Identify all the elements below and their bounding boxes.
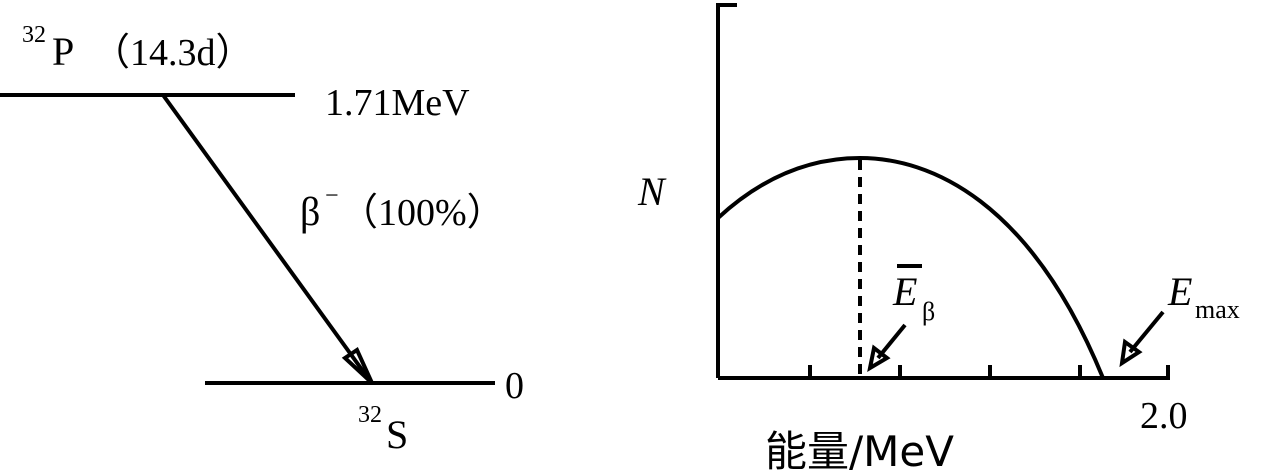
spectrum-curve xyxy=(716,155,1105,379)
y-label: N xyxy=(637,169,667,214)
daughter-mass-number: 32 xyxy=(358,402,382,428)
branching: （100%） xyxy=(340,192,505,234)
daughter-energy: 0 xyxy=(505,365,524,407)
x-label: 能量/MeV xyxy=(765,427,954,474)
parent-energy: 1.71MeV xyxy=(325,82,470,124)
parent-mass-number: 32 xyxy=(22,22,46,48)
particle: β xyxy=(300,189,320,234)
mean-energy-subscript: β xyxy=(922,297,935,326)
decay-arrow xyxy=(161,93,370,380)
x-ticks xyxy=(808,365,1170,378)
decay-arrowhead xyxy=(341,347,374,385)
x-end-label: 2.0 xyxy=(1140,395,1188,437)
daughter-symbol: S xyxy=(386,412,408,457)
mean-pointer-head xyxy=(867,344,891,372)
max-energy-subscript: max xyxy=(1195,295,1240,324)
mean-energy-symbol: E xyxy=(892,269,917,314)
max-pointer-head xyxy=(1119,338,1143,368)
max-energy-symbol: E xyxy=(1167,269,1192,314)
parent-symbol: P xyxy=(52,29,74,74)
max-pointer xyxy=(1128,310,1165,354)
half-life: （14.3d） xyxy=(92,32,254,74)
particle-charge: − xyxy=(325,183,339,209)
